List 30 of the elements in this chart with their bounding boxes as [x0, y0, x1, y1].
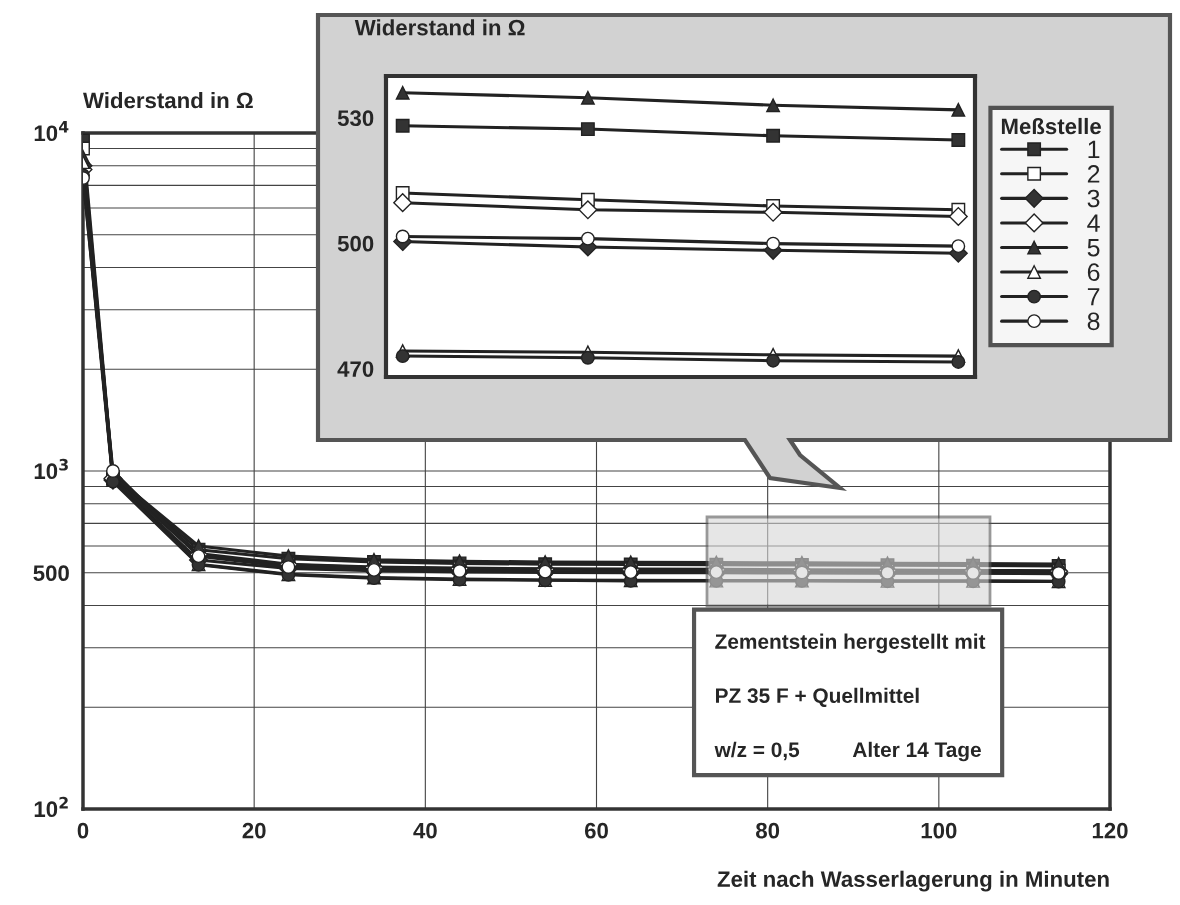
x-tick-label: 120 — [1092, 822, 1128, 839]
y-axis-title: Widerstand in Ω — [354, 19, 525, 36]
x-tick-label: 40 — [413, 822, 437, 839]
annotation: PZ 35 F + Quellmittel — [716, 687, 919, 707]
x-tick-label: 80 — [756, 822, 780, 839]
y-tick-label: 500 — [337, 235, 374, 252]
legend-label: 2 — [1087, 165, 1100, 183]
y-tick-label: 530 — [337, 110, 374, 127]
x-tick-label: 0 — [77, 822, 89, 839]
y-axis-title: Widerstand in Ω — [83, 92, 253, 109]
y-tick-label: 10$^{4}$ — [34, 121, 69, 142]
x-tick-label: 20 — [242, 822, 266, 839]
legend-label: 1 — [1088, 140, 1100, 159]
legend-label: 8 — [1087, 312, 1100, 331]
legend-label: 5 — [1087, 239, 1100, 257]
legend-title: Meßstelle — [1001, 117, 1101, 135]
legend-label: 3 — [1087, 189, 1100, 208]
legend-label: 4 — [1087, 214, 1100, 232]
x-tick-label: 100 — [921, 822, 957, 839]
legend-label: 6 — [1087, 263, 1100, 282]
y-tick-label: 470 — [337, 361, 374, 377]
annotation: Zementstein hergestellt mit — [715, 633, 986, 654]
y-tick-label: 10$^{3}$ — [34, 458, 68, 480]
x-tick-label: 60 — [584, 822, 608, 839]
legend-label: 7 — [1087, 288, 1100, 306]
x-axis-title: Zeit nach Wasserlagerung in Minuten — [717, 870, 1109, 892]
y-tick-label: 10$^{2}$ — [34, 796, 68, 818]
y-tick-label: 500 — [33, 565, 69, 582]
annotation: w/z = 0,5 — [714, 741, 800, 761]
annotation: Alter 14 Tage — [852, 741, 981, 762]
